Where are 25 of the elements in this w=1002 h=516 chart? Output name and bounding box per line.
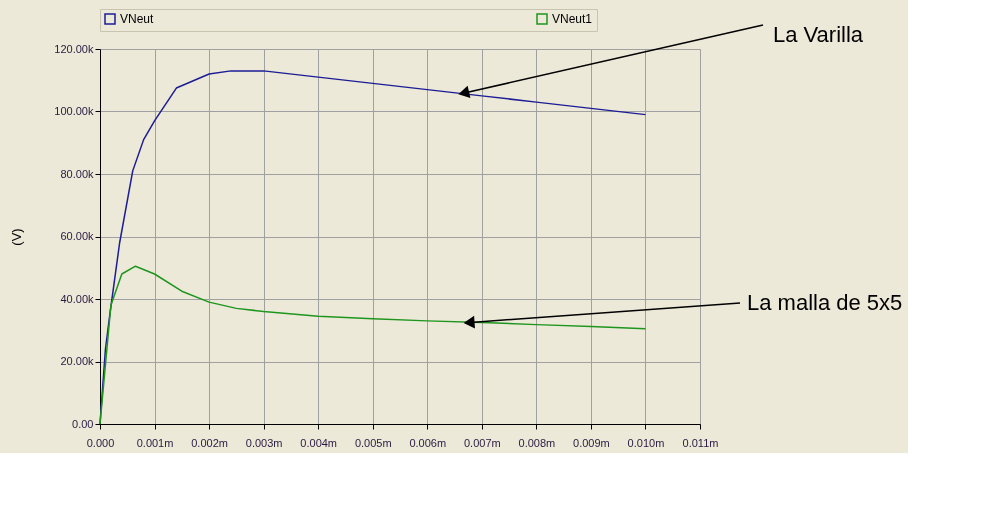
y-tick-label: 60.00k (60, 230, 94, 242)
y-tick-label: 40.00k (60, 292, 94, 305)
x-tick-label: 0.006m (409, 436, 447, 449)
x-tick-label: 0.000 (86, 436, 115, 449)
x-tick-label: 0.004m (300, 436, 338, 449)
annotation: La Varilla (773, 22, 864, 47)
x-tick-label: 0.001m (136, 436, 174, 449)
annotation: La malla de 5x5 (747, 290, 903, 315)
x-tick-label: 0.003m (245, 436, 283, 449)
x-tick-label: 0.007m (463, 436, 501, 449)
x-tick-label: 0.011m (682, 436, 719, 449)
x-tick-label: 0.002m (191, 436, 228, 449)
y-tick-label: 20.00k (60, 355, 94, 367)
y-tick-label: 120.00k (54, 42, 94, 55)
y-tick-label: 80.00k (60, 167, 94, 180)
x-tick-label: 0.005m (354, 436, 392, 449)
x-tick-label: 0.008m (518, 436, 556, 449)
legend-label: VNeut (120, 12, 155, 26)
x-tick-label: 0.009m (573, 436, 610, 449)
line-series (99, 265, 647, 425)
y-axis-title: (V) (9, 228, 25, 246)
y-tick-label: 0.00 (72, 417, 94, 430)
x-tick-label: 0.010m (627, 436, 665, 449)
y-tick-label: 100.00k (54, 105, 94, 117)
legend-label: VNeut1 (552, 12, 593, 26)
